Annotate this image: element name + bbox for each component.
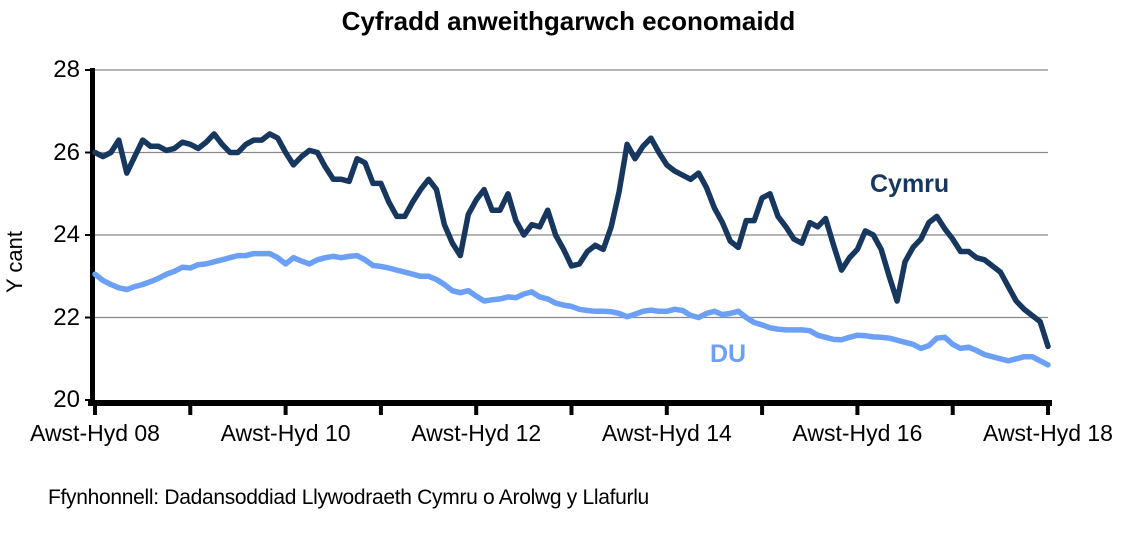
x-tick-label: Awst-Hyd 08	[30, 420, 160, 446]
y-tick-label: 26	[53, 138, 80, 166]
y-tick-label: 22	[53, 303, 80, 331]
y-tick-label: 28	[53, 56, 80, 83]
x-tick-label: Awst-Hyd 18	[983, 420, 1113, 446]
y-tick-label: 20	[53, 386, 80, 413]
x-tick-label: Awst-Hyd 12	[411, 420, 542, 446]
series-line-cymru	[92, 131, 1051, 350]
series-line-du	[92, 250, 1051, 368]
series-label-cymru: Cymru	[870, 170, 950, 198]
y-tick-label: 24	[53, 221, 80, 248]
x-tick-label: Awst-Hyd 16	[792, 420, 923, 446]
x-tick-label: Awst-Hyd 10	[220, 420, 351, 446]
series-label-du: DU	[710, 340, 747, 368]
chart-title: Cyfradd anweithgarwch economaidd	[341, 6, 796, 36]
source-note: Ffynhonnell: Dadansoddiad Llywodraeth Cy…	[48, 486, 649, 509]
x-tick-label: Awst-Hyd 14	[601, 420, 732, 446]
